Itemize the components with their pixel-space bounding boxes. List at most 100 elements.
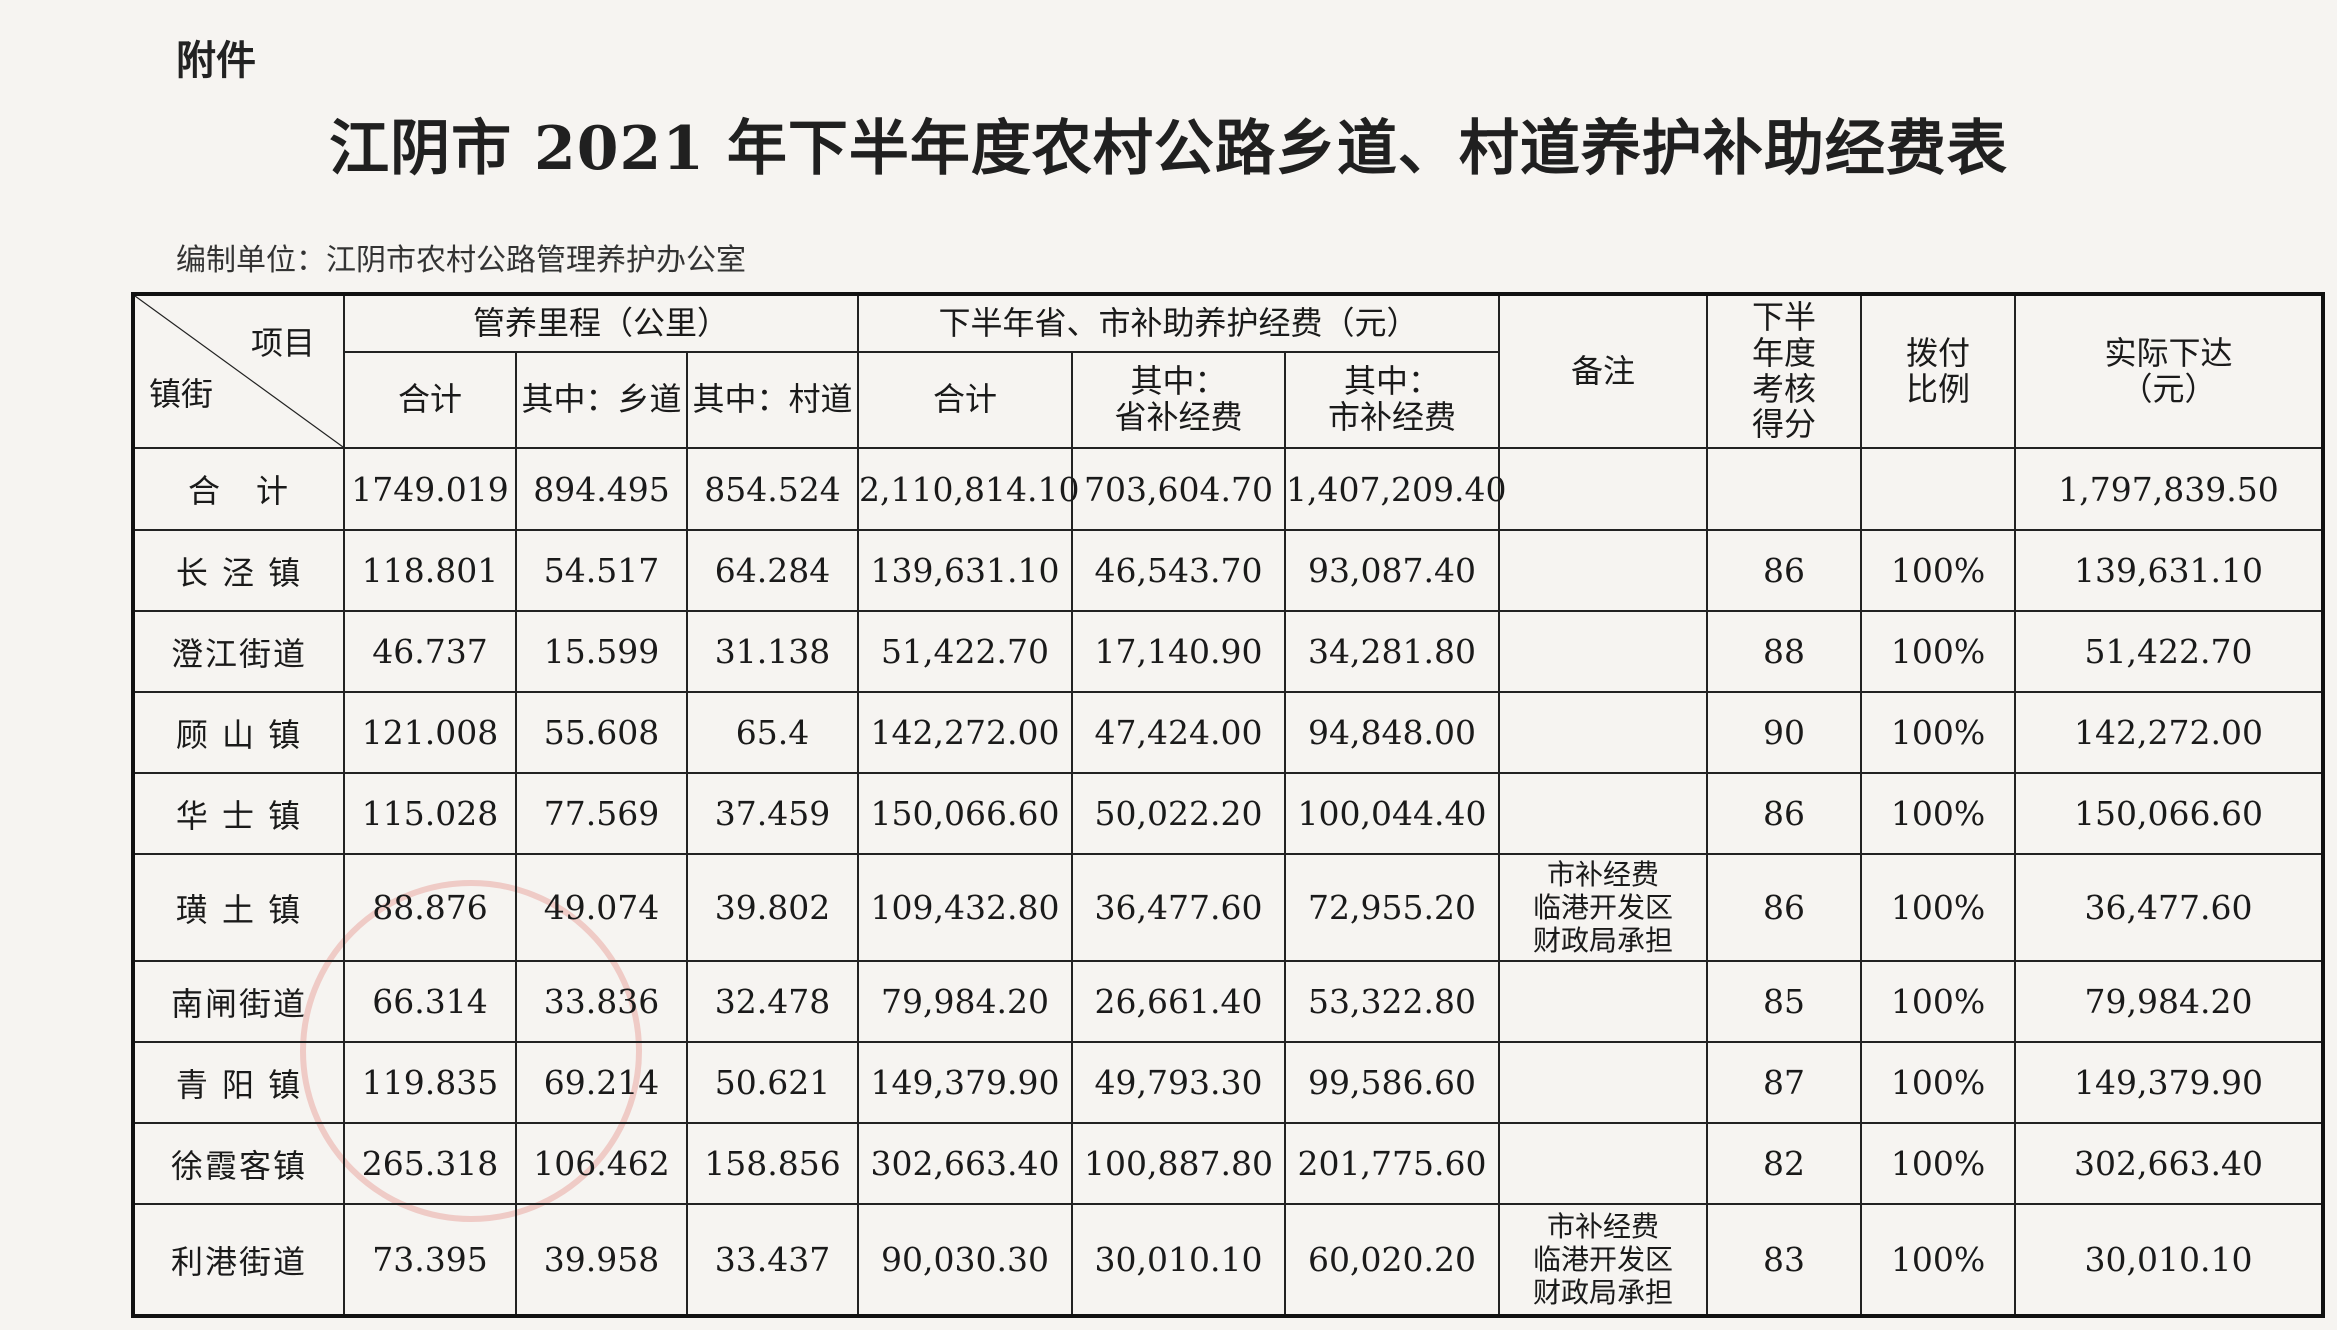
village-cell: 37.459 (685, 772, 860, 855)
remark-cell (1498, 960, 1709, 1043)
actual-cell: 142,272.00 (2014, 691, 2325, 774)
township-cell: 69.214 (515, 1041, 688, 1124)
row-name: 澄江街道 (132, 610, 345, 693)
province-cell: 26,661.40 (1071, 960, 1287, 1043)
city-cell: 1,407,209.40 (1284, 447, 1506, 531)
corner-header: 项目 镇街 (132, 293, 345, 449)
table-header: 项目 镇街 管养里程（公里） 下半年省、市补助养护经费（元） 备注 下半 年度 … (132, 293, 2325, 449)
actual-header: 实际下达 （元） (2014, 293, 2325, 449)
score-cell: 86 (1706, 529, 1863, 612)
subsidy-table: 项目 镇街 管养里程（公里） 下半年省、市补助养护经费（元） 备注 下半 年度 … (131, 292, 2326, 1318)
mileage-total-cell: 1749.019 (343, 447, 517, 531)
actual-cell: 149,379.90 (2014, 1041, 2325, 1124)
score-cell: 82 (1706, 1122, 1863, 1205)
table-row: 澄江街道 46.737 15.599 31.138 51,422.70 17,140.90… (132, 610, 2325, 693)
actual-cell: 30,010.10 (2014, 1203, 2325, 1317)
actual-cell: 1,797,839.50 (2014, 447, 2325, 531)
township-cell: 33.836 (515, 960, 688, 1043)
attachment-label: 附件 (176, 38, 256, 84)
subsidy-group-header: 下半年省、市补助养护经费（元） (857, 293, 1501, 353)
province-cell: 36,477.60 (1071, 853, 1287, 962)
township-cell: 55.608 (515, 691, 688, 774)
ratio-cell: 100% (1860, 960, 2017, 1043)
township-cell: 894.495 (515, 447, 688, 531)
remark-cell: 市补经费 临港开发区 财政局承担 (1498, 1203, 1709, 1317)
village-cell: 31.138 (685, 610, 860, 693)
city-cell: 93,087.40 (1284, 529, 1501, 612)
score-header: 下半 年度 考核 得分 (1706, 293, 1863, 449)
province-cell: 30,010.10 (1071, 1203, 1287, 1317)
subsidy-total-cell: 2,110,814.10 (857, 447, 1079, 531)
mileage-total-cell: 121.008 (343, 691, 517, 774)
remark-cell (1498, 447, 1709, 531)
city-cell: 94,848.00 (1284, 691, 1501, 774)
mileage-total-cell: 46.737 (343, 610, 517, 693)
subsidy-total-cell: 51,422.70 (857, 610, 1074, 693)
subsidy-total-cell: 302,663.40 (857, 1122, 1074, 1205)
row-name: 合 计 (132, 447, 345, 531)
township-cell: 49.074 (515, 853, 688, 962)
ratio-cell: 100% (1860, 691, 2017, 774)
subsidy-province-header: 其中： 省补经费 (1071, 351, 1287, 449)
score-cell: 90 (1706, 691, 1863, 774)
corner-item-label: 项目 (250, 324, 315, 362)
township-cell: 39.958 (515, 1203, 688, 1317)
subsidy-total-cell: 150,066.60 (857, 772, 1074, 855)
city-cell: 72,955.20 (1284, 853, 1501, 962)
score-cell: 83 (1706, 1203, 1863, 1317)
township-cell: 54.517 (515, 529, 688, 612)
village-cell: 39.802 (685, 853, 860, 962)
province-cell: 46,543.70 (1071, 529, 1287, 612)
city-cell: 201,775.60 (1284, 1122, 1501, 1205)
score-cell: 85 (1706, 960, 1863, 1043)
remark-cell (1498, 772, 1709, 855)
subsidy-total-cell: 139,631.10 (857, 529, 1074, 612)
village-cell: 854.524 (685, 447, 860, 531)
subsidy-total-cell: 109,432.80 (857, 853, 1074, 962)
mileage-township-header: 其中：乡道 (515, 351, 688, 449)
mileage-total-cell: 119.835 (343, 1041, 517, 1124)
ratio-cell: 100% (1860, 1203, 2017, 1317)
score-cell (1706, 447, 1863, 531)
city-cell: 100,044.40 (1284, 772, 1501, 855)
remark-cell (1498, 610, 1709, 693)
village-cell: 50.621 (685, 1041, 860, 1124)
table-row: 青 阳 镇 119.835 69.214 50.621 149,379.90 49,793… (132, 1041, 2325, 1124)
city-cell: 53,322.80 (1284, 960, 1501, 1043)
actual-cell: 302,663.40 (2014, 1122, 2325, 1205)
ratio-cell (1860, 447, 2017, 531)
table-row: 璜 土 镇 88.876 49.074 39.802 109,432.80 36,477.… (132, 853, 2325, 962)
corner-town-label: 镇街 (149, 375, 214, 414)
province-cell: 17,140.90 (1071, 610, 1287, 693)
subsidy-total-cell: 149,379.90 (857, 1041, 1074, 1124)
subsidy-total-cell: 142,272.00 (857, 691, 1074, 774)
village-cell: 65.4 (685, 691, 860, 774)
remark-cell (1498, 1041, 1709, 1124)
mileage-total-cell: 66.314 (343, 960, 517, 1043)
table-row: 顾 山 镇 121.008 55.608 65.4 142,272.00 47,424.0… (132, 691, 2325, 774)
table-row: 徐霞客镇 265.318 106.462 158.856 302,663.40 100,8… (132, 1122, 2325, 1205)
remark-cell (1498, 691, 1709, 774)
score-cell: 86 (1706, 772, 1863, 855)
subsidy-total-cell: 79,984.20 (857, 960, 1074, 1043)
actual-cell: 139,631.10 (2014, 529, 2325, 612)
remark-cell (1498, 1122, 1709, 1205)
mileage-village-header: 其中：村道 (685, 351, 860, 449)
remark-cell: 市补经费 临港开发区 财政局承担 (1498, 853, 1709, 962)
ratio-cell: 100% (1860, 529, 2017, 612)
remarks-header: 备注 (1498, 293, 1709, 449)
score-cell: 87 (1706, 1041, 1863, 1124)
table-row: 华 士 镇 115.028 77.569 37.459 150,066.60 50,022… (132, 772, 2325, 855)
village-cell: 64.284 (685, 529, 860, 612)
village-cell: 158.856 (685, 1122, 860, 1205)
village-cell: 33.437 (685, 1203, 860, 1317)
city-cell: 99,586.60 (1284, 1041, 1501, 1124)
row-name: 华 士 镇 (132, 772, 345, 855)
actual-cell: 79,984.20 (2014, 960, 2325, 1043)
actual-cell: 150,066.60 (2014, 772, 2325, 855)
table-row: 利港街道 73.395 39.958 33.437 90,030.30 30,010.10… (132, 1203, 2325, 1317)
remark-cell (1498, 529, 1709, 612)
township-cell: 77.569 (515, 772, 688, 855)
city-cell: 34,281.80 (1284, 610, 1501, 693)
mileage-total-cell: 265.318 (343, 1122, 517, 1205)
